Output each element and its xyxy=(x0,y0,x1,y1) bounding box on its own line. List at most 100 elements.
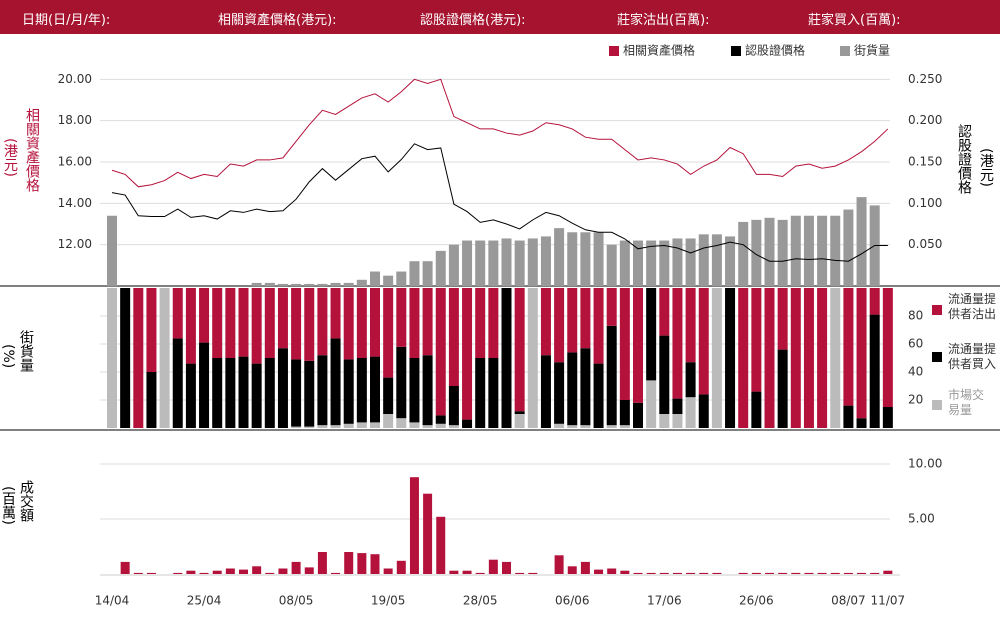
street-bar xyxy=(304,283,315,286)
share-segment xyxy=(619,400,630,426)
street-bar xyxy=(291,283,302,286)
header-field: 認股證價格(港元): xyxy=(420,13,526,28)
tick-label: 10.00 xyxy=(908,457,942,471)
share-segment xyxy=(488,358,499,428)
turnover-bar xyxy=(607,568,617,574)
share-segment xyxy=(567,425,578,428)
share-segment xyxy=(540,288,551,356)
y2-axis-unit: (港元) xyxy=(978,148,994,187)
header-field: 相關資產價格(港元): xyxy=(218,13,337,28)
street-bar xyxy=(356,279,367,286)
street-bar xyxy=(764,217,775,286)
turnover-bar xyxy=(804,572,814,574)
street-bar xyxy=(475,240,486,286)
share-segment xyxy=(317,425,328,428)
street-bar xyxy=(488,240,499,286)
turnover-bar xyxy=(436,516,446,574)
tick-label: 12.00 xyxy=(58,237,92,251)
street-bar xyxy=(606,244,617,286)
share-segment xyxy=(606,325,617,426)
turnover-bar xyxy=(423,493,433,574)
share-segment xyxy=(277,288,288,349)
share-segment xyxy=(251,363,262,428)
share-segment xyxy=(869,288,880,315)
price-line xyxy=(111,143,888,262)
turnover-bar xyxy=(502,561,511,574)
share-segment xyxy=(330,338,341,426)
turnover-bar xyxy=(212,570,222,574)
share-segment xyxy=(435,423,446,428)
share-segment xyxy=(370,356,380,423)
share-segment xyxy=(593,288,604,364)
turnover-bar xyxy=(751,572,761,574)
street-bar xyxy=(540,236,551,286)
share-segment xyxy=(751,288,762,392)
tick-label: 80 xyxy=(908,309,923,323)
share-segment xyxy=(462,419,473,428)
share-segment xyxy=(462,288,473,420)
turnover-bar xyxy=(357,553,367,574)
street-bar xyxy=(501,238,512,286)
turnover-bar xyxy=(843,572,853,574)
share-segment xyxy=(488,288,499,358)
turnover-bar xyxy=(239,569,248,574)
x-tick-label: 17/06 xyxy=(647,594,682,608)
share-segment xyxy=(672,288,683,399)
legend-swatch xyxy=(932,305,942,315)
share-segment xyxy=(383,377,394,414)
turnover-bar xyxy=(791,572,801,574)
share-segment xyxy=(370,422,380,428)
turnover-bar xyxy=(857,572,867,574)
share-segment xyxy=(448,386,459,426)
share-segment xyxy=(409,422,420,428)
share-segment xyxy=(554,288,565,363)
share-segment xyxy=(185,363,196,428)
share-segment xyxy=(409,358,420,423)
turnover-bar xyxy=(225,568,235,574)
turnover-bar xyxy=(633,572,643,574)
street-bar xyxy=(843,209,854,286)
share-segment xyxy=(685,397,696,428)
share-segment xyxy=(330,288,341,339)
share-segment xyxy=(685,362,696,398)
turnover-bar xyxy=(383,568,393,574)
share-segment xyxy=(356,422,367,428)
tick-label: 40 xyxy=(908,365,923,379)
share-segment xyxy=(606,288,617,326)
y-axis-unit: (港元) xyxy=(2,138,18,177)
street-bar xyxy=(554,228,565,286)
turnover-bar xyxy=(712,572,722,574)
share-segment xyxy=(738,288,749,428)
x-tick-label: 08/05 xyxy=(279,594,314,608)
tick-label: 0.200 xyxy=(908,113,942,127)
street-bar xyxy=(856,197,867,286)
turnover-bar xyxy=(146,572,156,574)
share-segment xyxy=(803,288,814,428)
turnover-bar xyxy=(120,561,130,574)
share-segment xyxy=(475,358,486,428)
share-segment xyxy=(554,423,565,428)
street-bar xyxy=(422,261,433,286)
share-segment xyxy=(277,348,288,428)
tick-label: 0.150 xyxy=(908,155,942,169)
legend-label: 認股證價格 xyxy=(745,43,805,58)
street-bar xyxy=(277,283,288,286)
share-segment xyxy=(422,355,433,426)
share-segment xyxy=(882,407,893,428)
turnover-bar xyxy=(580,561,590,574)
turnover-bar xyxy=(567,566,577,574)
share-segment xyxy=(843,288,854,406)
share-segment xyxy=(396,346,407,419)
share-segment xyxy=(159,288,170,428)
share-segment xyxy=(580,425,591,428)
share-segment xyxy=(869,314,880,428)
turnover-bar xyxy=(252,566,262,574)
share-segment xyxy=(554,362,565,424)
share-segment xyxy=(133,288,144,428)
share-segment xyxy=(501,288,512,428)
x-tick-label: 26/06 xyxy=(739,594,774,608)
share-segment xyxy=(146,372,157,428)
street-bar xyxy=(593,232,604,286)
turnover-bar xyxy=(594,569,604,574)
